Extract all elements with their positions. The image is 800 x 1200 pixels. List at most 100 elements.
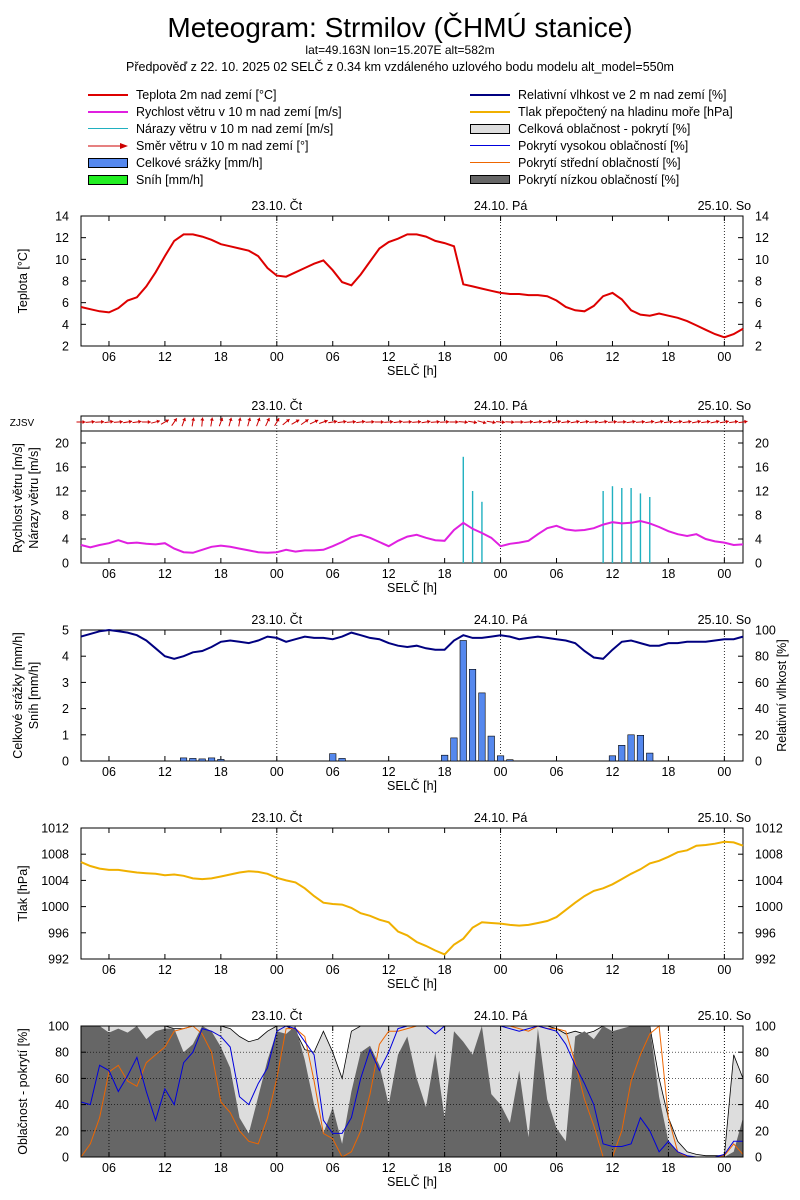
y-axis-label-secondary: Nárazy větru [m/s] [27,447,41,548]
day-label: 24.10. Pá [474,1009,528,1023]
wind-direction-arrowhead [191,417,196,421]
y-tick-label: 0 [755,755,762,769]
x-tick-label: 12 [158,567,172,581]
legend-label: Rychlost větru v 10 m nad zemí [m/s] [136,104,342,119]
legend-swatch-temperature [88,86,128,103]
y-tick-label: 0 [755,557,762,571]
wind-direction-arrowhead [182,417,186,422]
precipitation-bar [198,758,206,762]
y-tick-label: 60 [55,1072,69,1086]
wind-direction-arrowhead [275,418,280,422]
wind-direction-arrowhead [520,420,524,424]
wind-direction-arrowhead [697,419,701,424]
y-tick-label: 3 [62,676,69,690]
wind-direction-arrowhead [286,419,290,423]
x-tick-label: 00 [494,567,508,581]
x-tick-label: 06 [326,765,340,779]
wind-direction-arrowhead [482,420,487,425]
legend-swatch-cloud-mid [470,154,510,171]
precipitation-bar [608,755,617,762]
plot-frame [80,827,744,960]
x-tick-label: 18 [661,1161,675,1175]
wind-direction-arrowhead [380,420,384,424]
wind-direction-arrowhead [418,419,422,424]
y-tick-label: 1012 [41,822,69,836]
precipitation-bar [618,745,626,762]
x-tick-label: 00 [717,963,731,977]
wind-direction-arrowhead [548,419,552,424]
legend: Teplota 2m nad zemí [°C] Rychlost větru … [88,86,778,188]
x-tick-label: 18 [438,765,452,779]
x-tick-label: 12 [382,1161,396,1175]
x-axis-label: SELČ [h] [387,976,437,991]
y-tick-label: 14 [755,210,769,224]
wind-direction-arrowhead [156,419,160,424]
wind-direction-arrowhead [446,419,450,424]
x-tick-label: 12 [606,567,620,581]
precipitation-bar [189,758,197,762]
x-tick-label: 00 [717,567,731,581]
legend-swatch-wind-gusts [88,120,128,137]
y-tick-label: 80 [755,650,769,664]
precipitation-bar [217,759,225,762]
y-tick-label: 14 [55,210,69,224]
legend-swatch-cloud-low [470,171,510,188]
x-tick-label: 00 [270,567,284,581]
y-axis-label-secondary: Sníh [mm/h] [27,662,41,729]
y-tick-label: 2 [62,702,69,716]
wind-direction-arrowhead [557,419,561,424]
y-tick-label: 8 [755,275,762,289]
arrow-icon [88,137,128,154]
wind-direction-arrowhead [623,419,627,424]
x-tick-label: 18 [661,567,675,581]
x-tick-label: 06 [550,567,564,581]
wind-direction-arrowhead [473,420,477,425]
wind-direction-arrowhead [333,419,338,424]
y-tick-label: 1012 [755,822,783,836]
wind-direction-arrowhead [576,419,580,424]
day-label: 24.10. Pá [474,811,528,825]
x-tick-label: 12 [158,963,172,977]
wind-direction-arrowhead [119,419,123,424]
day-label: 24.10. Pá [474,199,528,213]
wind-speed-line [80,519,744,554]
wind-direction-arrowhead [390,419,394,424]
precipitation-bar [646,752,654,762]
legend-swatch-cloud-high [470,137,510,154]
wind-direction-arrowhead [82,420,86,424]
wind-direction-arrowhead [427,419,431,424]
legend-swatch-humidity [470,86,510,103]
pressure-chart: 23.10. Čt 24.10. Pá 25.10. So 06 12 18 00 06 12 1… [16,810,783,991]
y-tick-label: 80 [755,1046,769,1060]
y-tick-label: 4 [755,318,762,332]
precipitation-bar [487,735,495,762]
x-tick-label: 06 [326,963,340,977]
precipitation-bar [468,669,477,762]
wind-direction-arrowhead [604,419,608,424]
wind-direction-arrowhead [209,417,214,421]
y-axis-label: Rychlost větru [m/s] [11,443,25,553]
legend-label: Celkové srážky [mm/h] [136,155,263,170]
legend-label: Relativní vlhkost ve 2 m nad zemí [%] [518,87,727,102]
x-tick-label: 18 [214,963,228,977]
plot-frame [80,1025,744,1158]
wind-direction-arrowhead [678,419,683,424]
day-label: 23.10. Čt [251,198,302,213]
legend-swatch-precipitation [88,154,128,171]
direction-axis-label: ZJSV [10,418,35,429]
x-tick-label: 18 [661,963,675,977]
legend-item-cloud-high: Pokrytí vysokou oblačností [%] [470,137,688,154]
wind-direction-arrowhead [237,417,242,421]
x-tick-label: 00 [494,963,508,977]
station-coordinates: lat=49.163N lon=15.207E alt=582m [305,43,495,57]
wind-direction-arrowhead [266,417,270,422]
y-tick-label: 12 [755,231,769,245]
day-label: 24.10. Pá [474,613,528,627]
plot-frame [80,629,744,762]
wind-direction-arrowhead [200,417,205,421]
wind-direction-arrowhead [492,420,496,425]
wind-direction-arrowhead [669,419,673,424]
y-tick-label: 10 [55,253,69,267]
precipitation-bar [329,753,337,762]
y-tick-label: 6 [755,296,762,310]
